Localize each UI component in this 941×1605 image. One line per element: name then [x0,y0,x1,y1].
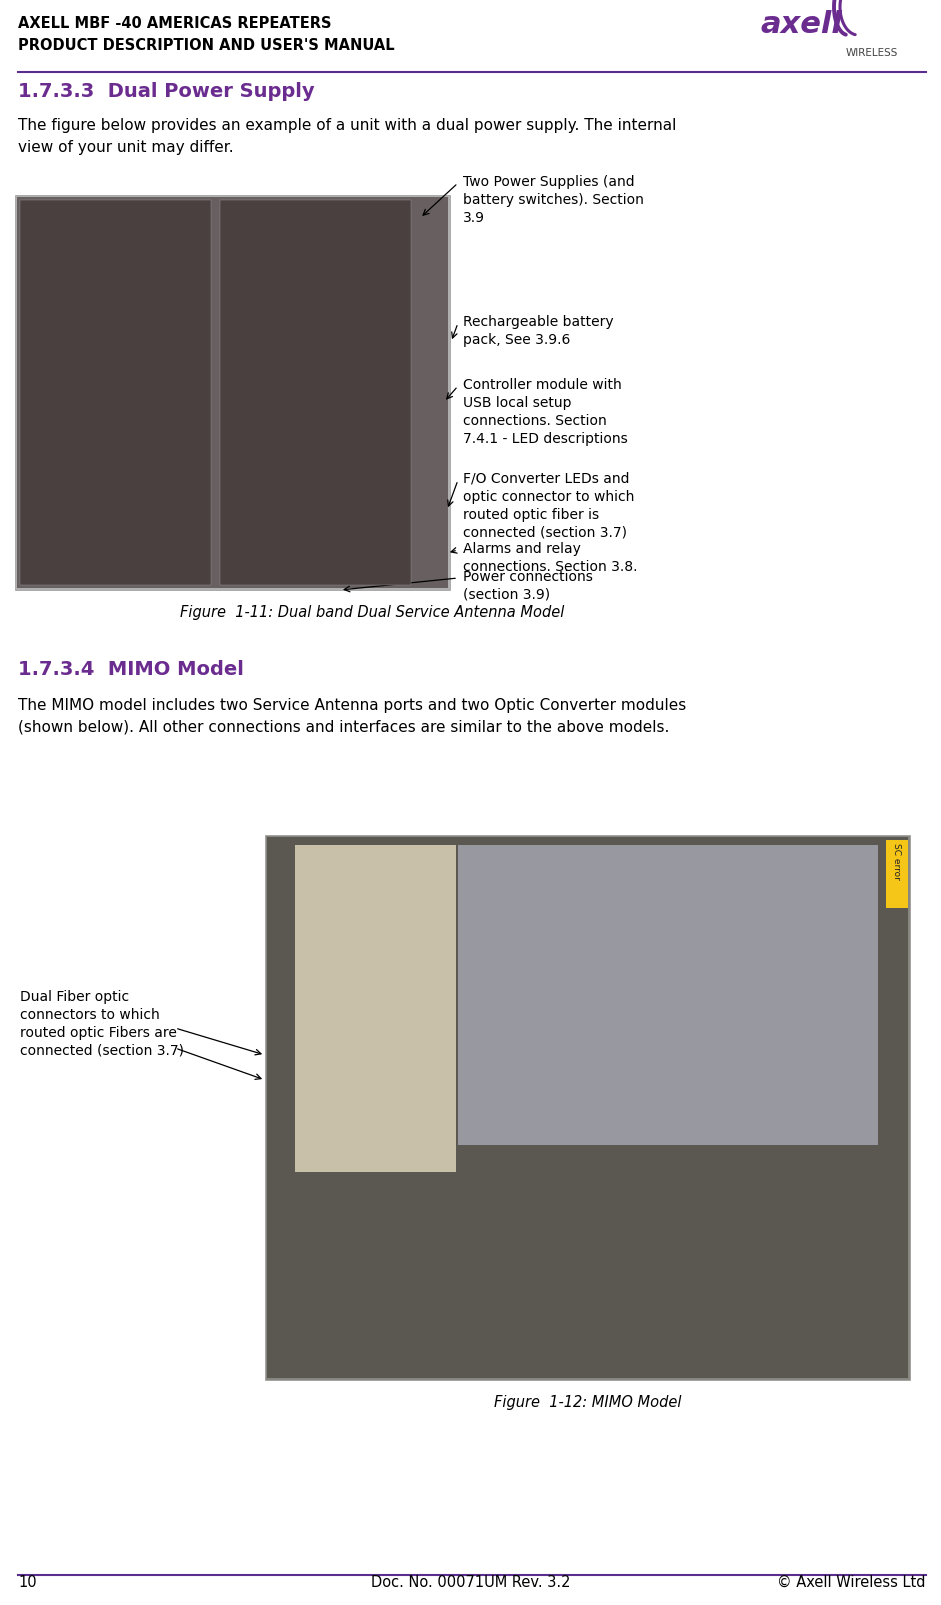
Bar [265,835,910,1380]
Bar [220,201,411,584]
Text: Figure  1-12: MIMO Model: Figure 1-12: MIMO Model [494,1395,681,1411]
Text: PRODUCT DESCRIPTION AND USER'S MANUAL: PRODUCT DESCRIPTION AND USER'S MANUAL [18,39,394,53]
Text: © Axell Wireless Ltd: © Axell Wireless Ltd [777,1575,926,1591]
Text: SC error: SC error [892,843,901,880]
Text: Doc. No. 00071UM Rev. 3.2: Doc. No. 00071UM Rev. 3.2 [371,1575,570,1591]
Text: Alarms and relay
connections. Section 3.8.: Alarms and relay connections. Section 3.… [463,542,637,575]
Text: axell: axell [760,10,842,39]
Text: F/O Converter LEDs and
optic connector to which
routed optic fiber is
connected : F/O Converter LEDs and optic connector t… [463,472,634,539]
Text: 1.7.3.3  Dual Power Supply: 1.7.3.3 Dual Power Supply [18,82,314,101]
Text: Rechargeable battery
pack, See 3.9.6: Rechargeable battery pack, See 3.9.6 [463,315,614,347]
Text: Two Power Supplies (and
battery switches). Section
3.9: Two Power Supplies (and battery switches… [463,175,644,225]
Bar [267,836,908,1379]
Text: Power connections
(section 3.9): Power connections (section 3.9) [463,570,593,602]
Bar [886,839,908,908]
Text: The MIMO model includes two Service Antenna ports and two Optic Converter module: The MIMO model includes two Service Ante… [18,698,686,735]
Text: Figure  1-11: Dual band Dual Service Antenna Model: Figure 1-11: Dual band Dual Service Ante… [181,605,565,620]
Text: 10: 10 [18,1575,37,1591]
Bar [20,201,212,584]
Text: AXELL MBF -40 AMERICAS REPEATERS: AXELL MBF -40 AMERICAS REPEATERS [18,16,331,30]
Bar [458,844,878,1144]
Bar [295,844,456,1172]
Text: WIRELESS: WIRELESS [846,48,899,58]
Text: 1.7.3.4  MIMO Model: 1.7.3.4 MIMO Model [18,660,244,679]
Text: Dual Fiber optic
connectors to which
routed optic Fibers are
connected (section : Dual Fiber optic connectors to which rou… [20,990,184,1058]
Text: Controller module with
USB local setup
connections. Section
7.4.1 - LED descript: Controller module with USB local setup c… [463,379,628,446]
Text: The figure below provides an example of a unit with a dual power supply. The int: The figure below provides an example of … [18,119,677,154]
Bar [17,197,448,587]
Bar [15,194,450,591]
